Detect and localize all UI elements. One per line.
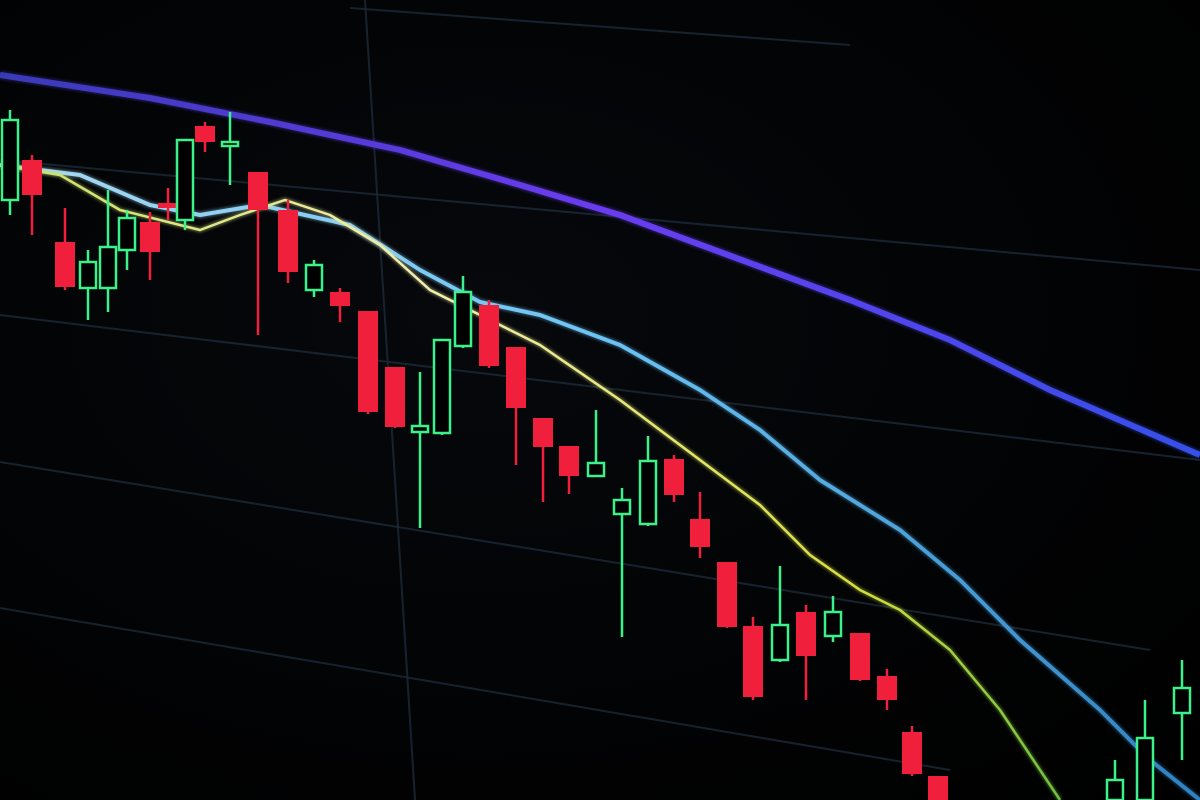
bearish-candle [195, 122, 215, 152]
bearish-candle [358, 311, 378, 414]
bearish-candle [877, 669, 897, 710]
candle-body [638, 459, 658, 526]
candle-body [278, 210, 298, 272]
bullish-candle [432, 338, 452, 435]
candle-body [358, 311, 378, 412]
bullish-candle [586, 410, 606, 478]
bearish-candle [248, 172, 268, 335]
grid-line [0, 607, 951, 771]
bullish-candle [638, 436, 658, 526]
bullish-candle [117, 210, 137, 270]
fast-moving-average-line-glow [0, 162, 1063, 800]
bearish-candle [850, 633, 870, 681]
candle-body [1172, 686, 1192, 715]
bullish-candle [175, 138, 195, 230]
candle-body [78, 260, 98, 290]
candle-body [1105, 778, 1125, 800]
candle-body [770, 623, 790, 662]
bearish-candle [479, 300, 499, 368]
candle-body [586, 461, 606, 478]
bearish-candle [902, 726, 922, 776]
bullish-candle [1172, 660, 1192, 760]
candle-body [533, 418, 553, 447]
bearish-candle [559, 446, 579, 494]
candle-body [432, 338, 452, 435]
candle-body [664, 459, 684, 495]
bearish-candle [330, 288, 350, 322]
bullish-candle [770, 566, 790, 662]
bullish-candle [612, 488, 632, 637]
candle-body [195, 126, 215, 142]
candle-body [559, 446, 579, 476]
bearish-candle [664, 455, 684, 502]
candle-body [22, 160, 42, 195]
bearish-candle [385, 367, 405, 428]
bearish-candle [278, 200, 298, 283]
bearish-candle [928, 776, 948, 800]
grid-line [0, 461, 1151, 651]
medium-moving-average-line [0, 163, 1200, 800]
candle-body [220, 140, 240, 148]
bearish-candle [22, 155, 42, 235]
bearish-candle [55, 208, 75, 290]
bullish-candle [304, 260, 324, 297]
grid-line [349, 7, 851, 46]
medium-moving-average-line-glow [0, 161, 1200, 800]
candle-body [690, 519, 710, 547]
candle-body [1135, 736, 1155, 800]
candle-body [877, 676, 897, 700]
bullish-candle [0, 110, 20, 215]
bearish-candle [743, 617, 763, 700]
bullish-candle [453, 276, 473, 348]
bullish-candle [78, 250, 98, 320]
bearish-candle [158, 188, 178, 220]
candle-body [158, 203, 178, 208]
candle-body [717, 562, 737, 627]
candle-body [506, 347, 526, 408]
bullish-candle [1105, 760, 1125, 800]
bullish-candle [823, 596, 843, 642]
bearish-candle [140, 212, 160, 280]
candle-body [743, 626, 763, 697]
candles [0, 110, 1192, 800]
candle-body [175, 138, 195, 222]
grid-line [0, 159, 1200, 271]
bullish-candle [220, 112, 240, 185]
fast-moving-average-line [0, 163, 1062, 800]
bullish-candle [98, 190, 118, 312]
candle-body [140, 222, 160, 252]
candle-body [248, 172, 268, 210]
candle-body [796, 612, 816, 656]
candle-body [117, 216, 137, 252]
candle-body [928, 776, 948, 800]
candle-body [612, 498, 632, 516]
bullish-candle [410, 372, 430, 528]
candle-body [304, 263, 324, 292]
slow-moving-average-line [0, 72, 1200, 458]
candle-body [902, 732, 922, 774]
slow-moving-average-line-glow [0, 70, 1200, 460]
candle-body [55, 242, 75, 287]
candle-body [453, 290, 473, 348]
candle-body [479, 305, 499, 366]
bearish-candle [506, 347, 526, 465]
candle-body [98, 245, 118, 290]
candle-body [823, 610, 843, 638]
bearish-candle [796, 605, 816, 700]
bearish-candle [690, 492, 710, 558]
bullish-candle [1135, 700, 1155, 800]
candle-body [385, 367, 405, 427]
bearish-candle [717, 562, 737, 628]
candle-body [850, 633, 870, 680]
candle-body [330, 292, 350, 306]
candle-body [0, 118, 20, 202]
bearish-candle [533, 418, 553, 502]
candle-body [410, 424, 430, 434]
